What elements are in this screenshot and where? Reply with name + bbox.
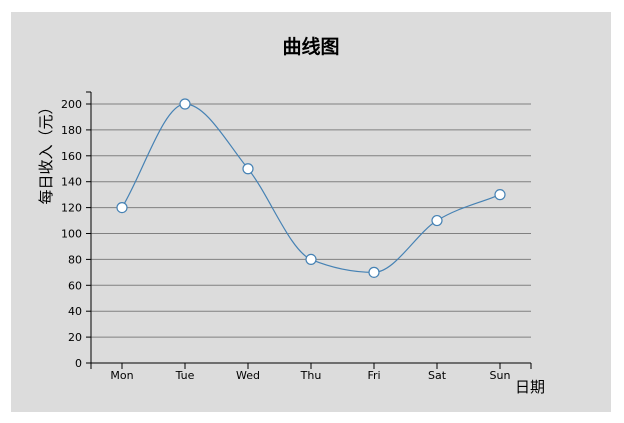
x-tick-label: Mon [110,369,133,382]
y-tick-label: 40 [68,305,82,318]
y-tick-label: 200 [61,98,82,111]
data-point [116,202,128,214]
x-tick-label: Tue [175,369,195,382]
data-point [305,253,317,265]
y-tick-label: 180 [61,124,82,137]
x-axis-label: 日期 [515,378,545,396]
y-tick-label: 60 [68,279,82,292]
y-tick-label: 100 [61,228,82,241]
x-tick-label: Thu [300,369,322,382]
y-axis-ticks: 0 20 40 60 80 100 120 140 160 180 200 [61,98,91,370]
y-tick-label: 140 [61,176,82,189]
data-point [242,163,254,175]
data-point [431,214,443,227]
x-tick-label: Fri [367,369,380,382]
chart-title: 曲线图 [282,35,339,58]
grid-lines [91,103,531,338]
series-line [121,103,501,273]
series-group [116,98,506,278]
y-tick-label: 0 [75,357,82,370]
y-axis-label: 每日收入（元） [37,99,55,204]
line-chart: 曲线图 0 20 40 60 80 100 120 140 160 180 200 Mon Tue We… [37,35,545,396]
axes [86,91,532,369]
x-tick-label: Sun [490,369,511,382]
x-tick-label: Wed [236,369,260,382]
data-point [494,189,506,201]
y-tick-label: 120 [61,202,82,215]
y-tick-label: 160 [61,150,82,163]
x-axis-ticks: Mon Tue Wed Thu Fri Sat Sun [110,363,510,382]
chart-panel: 曲线图 0 20 40 60 80 100 120 140 160 180 200 Mon Tue We… [11,12,611,412]
x-tick-label: Sat [428,369,447,382]
y-tick-label: 80 [68,253,82,266]
y-tick-label: 20 [68,331,82,344]
data-point [368,266,380,278]
data-point [179,98,191,110]
